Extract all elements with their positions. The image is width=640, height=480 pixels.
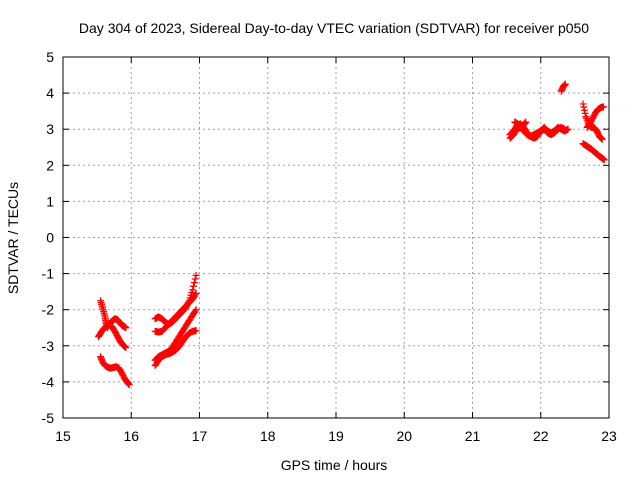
y-tick-label: 2: [46, 157, 54, 173]
data-point-marker: [120, 342, 128, 350]
y-tick-label: -1: [42, 266, 55, 282]
data-point-marker: [600, 103, 608, 111]
data-point-marker: [561, 80, 569, 88]
x-tick-label: 20: [396, 428, 412, 444]
data-point-marker: [190, 282, 198, 290]
y-tick-label: -2: [42, 302, 55, 318]
x-tick-label: 23: [601, 428, 617, 444]
data-point-marker: [580, 103, 588, 111]
x-tick-label: 17: [192, 428, 208, 444]
data-point-marker: [191, 307, 199, 315]
x-tick-label: 19: [328, 428, 344, 444]
y-tick-label: 3: [46, 121, 54, 137]
y-tick-label: 4: [46, 85, 54, 101]
series-segment-e: [151, 289, 200, 336]
data-point-marker: [125, 381, 133, 389]
data-point-marker: [122, 324, 130, 332]
data-point-marker: [580, 106, 588, 114]
data-point-marker: [598, 135, 606, 143]
data-point-marker: [192, 289, 200, 297]
x-tick-label: 16: [123, 428, 139, 444]
data-point-marker: [190, 279, 198, 287]
data-point-marker: [192, 306, 200, 314]
grid-lines: [63, 57, 609, 418]
data-point-marker: [600, 156, 608, 164]
y-tick-labels: -5 -4 -3 -2 -1 0 1 2 3 4 5: [42, 49, 55, 426]
series-segment-b: [94, 321, 130, 352]
data-point-marker: [189, 286, 197, 294]
data-point-marker: [121, 343, 129, 351]
plot-area-frame: [62, 56, 610, 419]
x-axis-label: GPS time / hours: [281, 457, 388, 473]
y-tick-label: -3: [42, 338, 55, 354]
series-segment-m: [583, 103, 608, 131]
series-segment-g: [151, 306, 200, 364]
data-point-marker: [522, 118, 530, 126]
series-segment-c: [97, 353, 133, 389]
data-points: [94, 80, 608, 389]
y-tick-label: 0: [46, 230, 54, 246]
data-point-marker: [191, 291, 199, 299]
data-point-marker: [597, 134, 605, 142]
y-tick-label: 5: [46, 49, 54, 65]
x-tick-label: 21: [465, 428, 481, 444]
data-point-marker: [521, 119, 529, 127]
x-tick-label: 18: [260, 428, 276, 444]
y-tick-label: -5: [42, 410, 55, 426]
data-point-marker: [579, 100, 587, 108]
data-point-marker: [561, 125, 569, 133]
data-point-marker: [122, 344, 130, 352]
data-point-marker: [581, 109, 589, 117]
y-tick-label: 1: [46, 193, 54, 209]
y-axis-label: SDTVAR / TECUs: [5, 182, 21, 294]
data-point-marker: [597, 135, 605, 143]
x-tick-labels: 15 16 17 18 19 20 21 22 23: [55, 428, 617, 444]
data-point-marker: [192, 327, 200, 335]
y-tick-label: -4: [42, 374, 55, 390]
series-segment-n: [579, 140, 608, 164]
chart-title: Day 304 of 2023, Sidereal Day-to-day VTE…: [79, 20, 589, 36]
series-segment-k: [557, 80, 569, 95]
x-tick-label: 15: [55, 428, 71, 444]
series-segment-j: [511, 118, 530, 131]
series-segment-i: [506, 123, 569, 142]
data-point-marker: [191, 275, 199, 283]
data-point-marker: [192, 271, 200, 279]
x-tick-label: 22: [533, 428, 549, 444]
